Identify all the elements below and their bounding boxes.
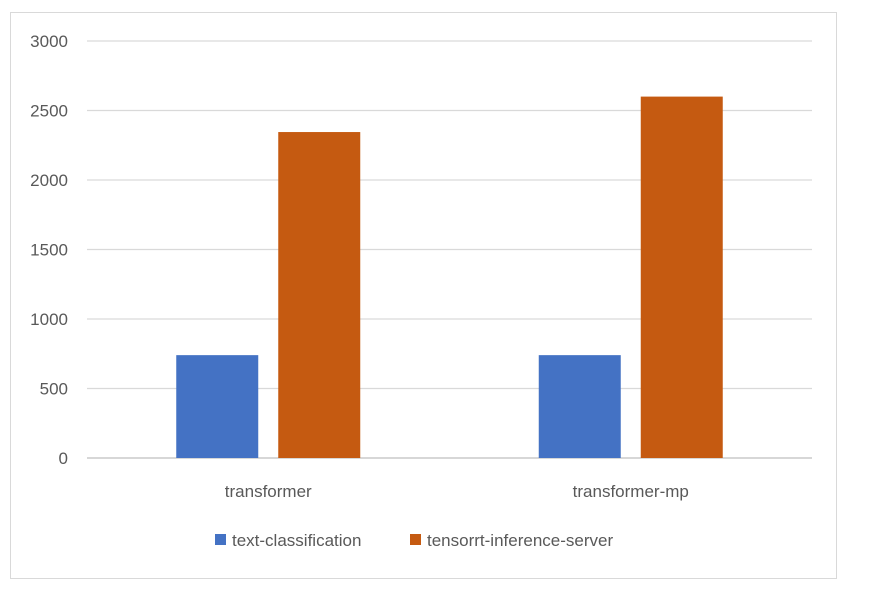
- x-category-label: transformer-mp: [573, 482, 689, 501]
- legend: text-classification tensorrt-inference-se…: [215, 531, 613, 550]
- y-tick-label: 0: [59, 449, 68, 468]
- x-axis-categories: transformer transformer-mp: [225, 482, 689, 501]
- legend-label: text-classification: [232, 531, 361, 550]
- y-axis-ticks: 0 500 1000 1500 2000 2500 3000: [30, 32, 68, 468]
- bar-tensorrt-inference-server-transformer-mp: [640, 96, 723, 458]
- y-tick-label: 500: [40, 380, 68, 399]
- y-tick-label: 1500: [30, 241, 68, 260]
- bar-tensorrt-inference-server-transformer: [278, 132, 361, 459]
- y-tick-label: 1000: [30, 310, 68, 329]
- legend-swatch: [215, 534, 226, 545]
- legend-swatch: [410, 534, 421, 545]
- y-tick-label: 2000: [30, 171, 68, 190]
- bar-text-classification-transformer: [176, 355, 259, 458]
- y-tick-label: 2500: [30, 102, 68, 121]
- y-tick-label: 3000: [30, 32, 68, 51]
- legend-label: tensorrt-inference-server: [427, 531, 613, 550]
- bar-text-classification-transformer-mp: [538, 355, 621, 458]
- bars: [176, 96, 723, 459]
- x-category-label: transformer: [225, 482, 312, 501]
